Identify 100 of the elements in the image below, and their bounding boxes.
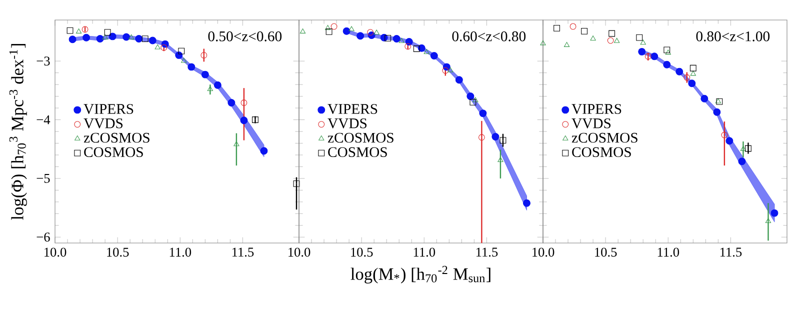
point	[590, 36, 596, 41]
x-tick-label: 10.5	[595, 248, 617, 257]
y-tick-label: −4	[36, 115, 50, 124]
point	[188, 63, 196, 71]
point	[442, 67, 449, 74]
point	[540, 40, 546, 46]
y-tick-label: −6	[36, 232, 50, 242]
point	[448, 67, 454, 72]
point	[160, 44, 168, 51]
y-tick-label: −5	[36, 174, 50, 183]
x-tick-label: 11.5	[476, 248, 498, 257]
point	[181, 58, 187, 63]
point	[765, 218, 772, 224]
point	[466, 92, 474, 100]
point	[66, 27, 74, 34]
legend-label: COSMOS	[572, 147, 631, 158]
point	[492, 133, 500, 141]
legend-label: zCOSMOS	[572, 132, 638, 143]
point	[479, 110, 487, 118]
point	[405, 38, 413, 46]
point	[201, 70, 209, 78]
x-tick-label: 11.0	[170, 248, 192, 257]
point	[68, 36, 76, 44]
annotation: 0.60<z<0.80	[452, 31, 526, 42]
point	[472, 97, 478, 102]
point	[252, 116, 258, 123]
point	[128, 34, 134, 40]
point	[142, 36, 148, 42]
x-axis-title: log(M$_{*}$) [h$_{70}$$^{-2}$ M$_{sun}$]	[350, 266, 490, 284]
x-tick-label: 10.0	[44, 248, 66, 257]
point	[684, 74, 690, 81]
legend-label: VIPERS	[84, 104, 134, 114]
point	[200, 52, 208, 58]
point	[104, 29, 111, 36]
point	[745, 145, 752, 152]
point	[324, 25, 331, 30]
point	[570, 23, 576, 30]
point	[240, 116, 248, 124]
point	[738, 158, 746, 166]
point	[498, 157, 504, 162]
point	[770, 209, 778, 217]
point	[398, 38, 404, 43]
point	[330, 23, 338, 30]
point	[234, 141, 240, 146]
legend-label: COSMOS	[328, 147, 387, 158]
x-tick-label: 11.0	[658, 248, 680, 257]
point	[392, 35, 400, 43]
point	[713, 108, 721, 116]
point	[564, 42, 570, 47]
point	[404, 43, 412, 50]
point	[638, 48, 646, 56]
legend-label: VVDS	[84, 118, 123, 128]
legend-label: COSMOS	[84, 147, 143, 158]
point	[135, 35, 143, 43]
point	[663, 60, 671, 68]
point	[740, 146, 746, 151]
point	[478, 134, 485, 141]
point	[500, 137, 506, 144]
point	[413, 46, 420, 52]
x-tick-label: 10.0	[532, 248, 554, 257]
x-tick-label: 10.5	[351, 248, 373, 257]
point	[640, 40, 646, 45]
point	[430, 52, 438, 60]
point	[214, 81, 222, 89]
x-tick-label: 11.5	[720, 248, 742, 257]
point	[424, 49, 430, 54]
legend-label: VVDS	[328, 118, 367, 128]
point	[240, 100, 248, 106]
point	[108, 32, 116, 40]
annotation: 0.80<z<1.00	[696, 31, 770, 42]
point	[470, 98, 476, 106]
point	[700, 94, 708, 102]
x-tick-label: 10.5	[107, 248, 129, 257]
point	[554, 25, 560, 32]
point	[367, 29, 374, 36]
legend-label: VIPERS	[328, 104, 378, 114]
point	[96, 35, 104, 43]
point	[356, 32, 364, 40]
point	[636, 34, 643, 41]
point	[326, 28, 332, 35]
x-tick-label: 11.5	[232, 248, 254, 257]
point	[665, 50, 671, 55]
legend-label: zCOSMOS	[84, 132, 150, 143]
point	[664, 46, 670, 54]
point	[293, 180, 300, 187]
legend-label: zCOSMOS	[328, 132, 394, 143]
point	[76, 28, 82, 34]
point	[650, 52, 658, 60]
point	[260, 147, 268, 155]
point	[581, 28, 588, 34]
point	[102, 34, 108, 40]
point	[522, 199, 530, 207]
point	[228, 99, 236, 106]
point	[82, 34, 90, 42]
point	[455, 76, 463, 84]
point	[178, 48, 185, 54]
point	[726, 137, 734, 145]
point	[122, 33, 130, 41]
point	[148, 36, 156, 44]
point	[374, 30, 380, 35]
